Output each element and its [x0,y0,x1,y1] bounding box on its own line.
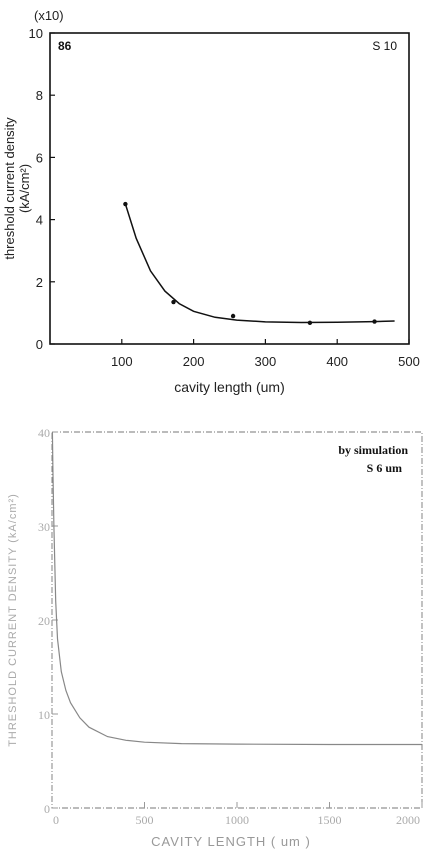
y-axis-label: threshold current density (kA/cm²) [2,117,32,260]
y-axis-label-line2: (kA/cm²) [17,164,32,213]
x-axis-ticks: 100 200 300 400 500 [111,339,420,369]
data-point [171,299,176,305]
x-tick-label: 1500 [318,813,342,827]
y-tick-label: 4 [36,213,43,228]
data-point [372,319,377,324]
corner-label-right: S 10 [372,39,397,53]
simulation-curve [51,431,422,746]
y-tick-label: 20 [38,614,50,628]
x-tick-label: 2000 [396,813,420,827]
y-tick-label: 0 [44,802,50,816]
annotation-line2: S 6 um [367,461,402,475]
x-tick-label: 200 [183,354,205,369]
y-tick-label: 40 [38,426,50,440]
y-axis-ticks: 0 2 4 6 8 10 [29,26,55,352]
y-tick-label: 10 [29,26,43,41]
x-tick-label: 0 [53,813,59,827]
y-axis-ticks: 0 10 20 30 40 [38,426,58,816]
y-tick-label: 30 [38,520,50,534]
corner-label-left: 86 [58,39,72,53]
plot-frame [51,431,423,809]
annotation-line1: by simulation [338,443,408,457]
data-points [123,201,377,326]
x-tick-label: 1000 [225,813,249,827]
y-tick-label: 0 [36,337,43,352]
x-axis-label: cavity length (um) [174,379,284,395]
data-point [123,201,128,207]
y-tick-label: 6 [36,150,43,165]
data-point [230,313,236,319]
x-axis-ticks: 0 500 1000 1500 2000 [53,802,423,827]
x-tick-label: 500 [398,354,420,369]
chart-top: (x10) 86 S 10 0 2 4 6 8 10 100 200 300 400 500 ca… [2,8,420,395]
x-tick-label: 300 [255,354,277,369]
y-tick-label: 8 [36,88,43,103]
data-point [307,320,313,326]
multiplier-label: (x10) [34,8,64,23]
x-axis-label: CAVITY LENGTH ( um ) [151,834,311,849]
x-tick-label: 500 [136,813,154,827]
y-tick-label: 10 [38,708,50,722]
y-tick-label: 2 [36,275,43,290]
plot-frame [49,32,410,345]
x-tick-label: 100 [111,354,133,369]
y-axis-label-line1: threshold current density [2,117,17,260]
x-tick-label: 400 [326,354,348,369]
y-axis-label: THRESHOLD CURRENT DENSITY (kA/cm²) [7,493,19,747]
fit-curve [124,203,395,324]
chart-bottom: by simulation S 6 um 0 10 20 30 40 0 500 1000 1… [7,426,423,849]
